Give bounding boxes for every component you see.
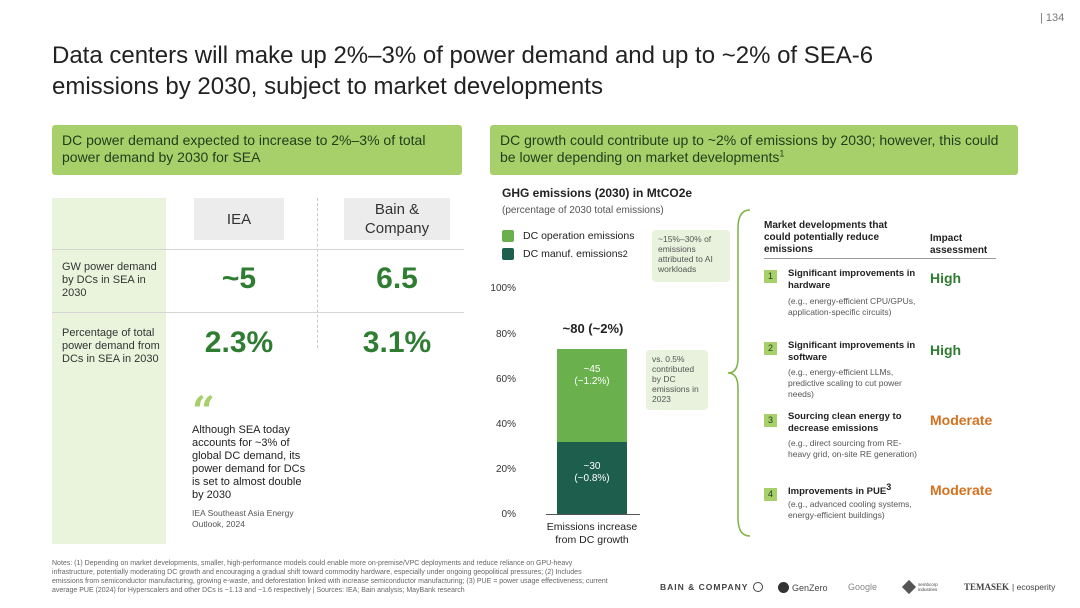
- bar-operation-segment: [557, 349, 627, 442]
- item-desc-4: (e.g., advanced cooling systems, energy-…: [788, 499, 912, 520]
- iea-gw-value: ~5: [221, 262, 257, 295]
- impact-assessment-header: Impact assessment: [930, 233, 988, 256]
- legend-swatch-manufacturing: [502, 248, 514, 260]
- item-title-1: Significant improvements in hardware: [788, 268, 916, 291]
- temasek-logo-text: TEMASEK: [964, 582, 1010, 592]
- item-desc-2: (e.g., energy-efficient LLMs, predictive…: [788, 367, 902, 399]
- callout-ai-workloads: ~15%–30% of emissions attributed to AI w…: [652, 230, 730, 282]
- bar-total-label: ~80 (~2%): [562, 321, 624, 336]
- bar-manuf-label: ~30 (~0.8%): [557, 461, 627, 485]
- quote-source: IEA Southeast Asia Energy Outlook, 2024: [192, 508, 294, 529]
- bar-manuf-value: ~30: [583, 461, 601, 472]
- sembcorp-logo: sembcorp industries: [901, 579, 944, 595]
- x-axis-line: [546, 514, 640, 515]
- bar-op-label: ~45 (~1.2%): [557, 364, 627, 388]
- left-banner: DC power demand expected to increase to …: [52, 125, 462, 175]
- item-impact-2: High: [930, 342, 962, 358]
- left-banner-text: DC power demand expected to increase to …: [62, 132, 426, 165]
- x-category-line-2: from DC growth: [555, 534, 629, 546]
- footnotes: Notes: (1) Depending on market developme…: [52, 560, 608, 594]
- item-impact-1: High: [930, 270, 962, 286]
- item-title-3: Sourcing clean energy to decrease emissi…: [788, 411, 902, 434]
- row-divider: [52, 312, 464, 313]
- row-label-percentage: Percentage of total power demand from DC…: [62, 327, 160, 365]
- item-desc-3: (e.g., direct sourcing from RE-heavy gri…: [788, 438, 917, 459]
- legend-label-operation: DC operation emissions: [523, 230, 635, 242]
- item-desc-1: (e.g., energy-efficient CPU/GPUs, applic…: [788, 296, 916, 317]
- row-label-column: [52, 198, 166, 544]
- row-divider: [52, 249, 464, 250]
- column-divider: [317, 198, 318, 348]
- item-impact-3: Moderate: [930, 412, 993, 428]
- x-category-label: Emissions increase from DC growth: [532, 521, 652, 547]
- ecosperity-logo-text: | ecosperity: [1012, 582, 1056, 592]
- genzero-logo-text: GenZero: [792, 582, 828, 593]
- bar-op-share: (~1.2%): [574, 376, 610, 387]
- genzero-logo: GenZero: [778, 582, 828, 593]
- sembcorp-icon: [901, 579, 917, 595]
- bar-op-value: ~45: [583, 364, 601, 375]
- temasek-logo: TEMASEK | ecosperity: [964, 582, 1055, 592]
- page-title: Data centers will make up 2%–3% of power…: [52, 42, 874, 100]
- legend-swatch-operation: [502, 230, 514, 242]
- bain-percentage-value: 3.1%: [362, 326, 432, 359]
- y-tick-60: 60%: [495, 374, 516, 385]
- quote-text: Although SEA today accounts for ~3% of g…: [192, 424, 306, 501]
- bain-logo-text: BAIN & COMPANY: [660, 582, 749, 592]
- item-number-4: 4: [764, 488, 777, 501]
- bar-manufacturing-segment: [557, 441, 627, 514]
- item-title-2: Significant improvements in software: [788, 340, 916, 363]
- quote-icon: “: [192, 388, 216, 435]
- x-category-line-1: Emissions increase: [546, 521, 638, 533]
- legend-label-manufacturing: DC manuf. emissions: [523, 248, 623, 260]
- y-tick-80: 80%: [495, 329, 516, 340]
- sembcorp-logo-text: sembcorp industries: [918, 582, 938, 592]
- callout-2023: vs. 0.5% contributed by DC emissions in …: [646, 350, 708, 410]
- legend-operation: DC operation emissions: [502, 230, 634, 242]
- legend-manufacturing: DC manuf. emissions 2: [502, 248, 628, 260]
- y-tick-20: 20%: [495, 464, 516, 475]
- y-tick-100: 100%: [490, 283, 516, 294]
- bain-logo: BAIN & COMPANY: [660, 582, 764, 592]
- y-tick-0: 0%: [501, 509, 516, 520]
- y-tick-40: 40%: [495, 419, 516, 430]
- row-label-gw: GW power demand by DCs in SEA in 2030: [62, 261, 157, 299]
- right-banner-footnote: 1: [779, 148, 785, 159]
- genzero-icon: [778, 582, 789, 593]
- item-number-1: 1: [764, 270, 777, 283]
- bain-gw-value: 6.5: [376, 262, 418, 295]
- item-title-4-footnote: 3: [886, 481, 892, 492]
- right-banner: DC growth could contribute up to ~2% of …: [490, 125, 1018, 175]
- bar-manuf-share: (~0.8%): [574, 473, 610, 484]
- item-title-4-text: Improvements in PUE: [788, 486, 887, 497]
- item-number-2: 2: [764, 342, 777, 355]
- chart-title: GHG emissions (2030) in MtCO2e: [502, 186, 693, 200]
- market-developments-header: Market developments that could potential…: [764, 220, 888, 255]
- item-impact-4: Moderate: [930, 482, 993, 498]
- google-logo: Google: [848, 582, 878, 592]
- right-banner-text: DC growth could contribute up to ~2% of …: [500, 132, 999, 165]
- item-title-4: Improvements in PUE3: [788, 482, 918, 498]
- header-underline: [764, 258, 996, 259]
- page-number: | 134: [1040, 12, 1065, 24]
- bain-column-header: Bain & Company: [344, 198, 450, 240]
- iea-column-header: IEA: [194, 198, 284, 240]
- item-number-3: 3: [764, 414, 777, 427]
- compass-icon: [753, 582, 764, 592]
- brace-icon: [727, 209, 751, 537]
- iea-percentage-value: 2.3%: [204, 326, 274, 359]
- chart-subtitle: (percentage of 2030 total emissions): [502, 205, 664, 216]
